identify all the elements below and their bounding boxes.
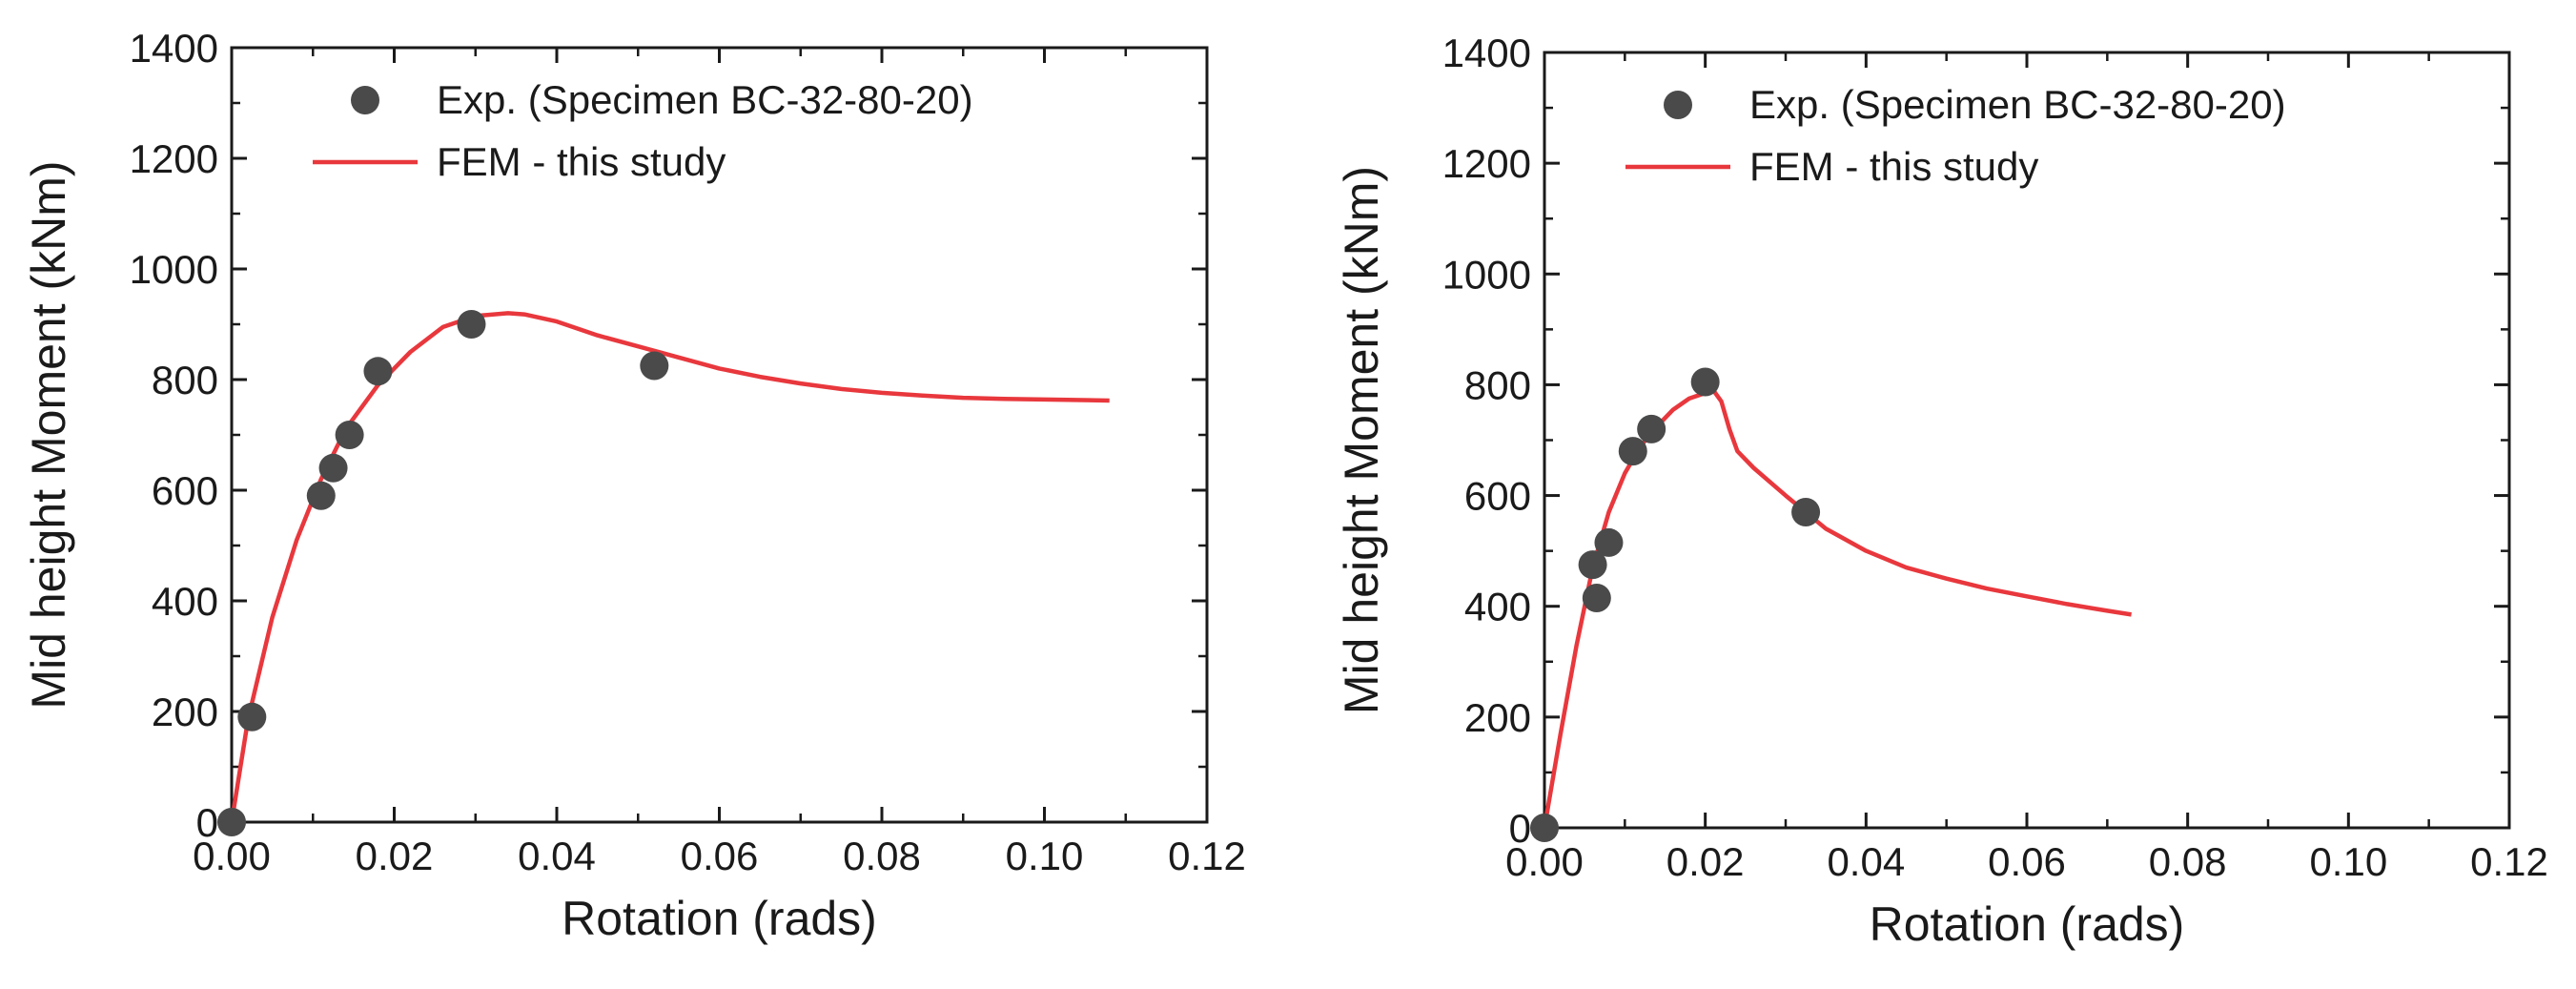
y-axis-title: Mid height Moment (kNm): [1335, 166, 1388, 714]
y-tick-label: 200: [152, 690, 218, 734]
y-tick-label: 0: [196, 800, 218, 845]
x-tick-label: 0.10: [2309, 839, 2387, 884]
y-tick-label: 800: [152, 358, 218, 402]
left-chart: 0.00 0.02 0.04 0.06 0.08 0.10 0.12 0 200 400 600 80…: [22, 26, 1246, 945]
experimental-data-point: [335, 421, 364, 449]
x-axis-title: Rotation (rads): [1870, 897, 2185, 951]
experimental-data-point: [640, 351, 669, 381]
y-tick-label: 1000: [1442, 252, 1531, 297]
experimental-data-point: [306, 481, 336, 510]
y-tick-label: 1200: [130, 136, 218, 181]
x-tick-label: 0.04: [1827, 839, 1905, 884]
experimental-data-point: [363, 357, 393, 386]
experimental-data-point: [1637, 414, 1666, 443]
y-tick-label: 0: [1509, 806, 1531, 851]
legend-label: FEM - this study: [1749, 144, 2038, 189]
experimental-data-point: [1690, 367, 1720, 397]
experimental-data-point: [1578, 550, 1607, 580]
experimental-data-point: [1618, 437, 1647, 466]
experimental-data-point: [1530, 814, 1559, 842]
x-tick-label: 0.10: [1006, 834, 1084, 878]
y-tick-label: 600: [1464, 474, 1531, 519]
y-tick-label: 1200: [1442, 141, 1531, 186]
legend-label: Exp. (Specimen BC-32-80-20): [437, 77, 973, 122]
x-tick-label: 0.02: [356, 834, 434, 878]
legend-label: FEM - this study: [437, 139, 726, 184]
y-tick-label: 1400: [1442, 31, 1531, 75]
fem-series-line: [1542, 387, 2132, 829]
experimental-data-point: [1791, 497, 1821, 526]
y-axis-title: Mid height Moment (kNm): [22, 160, 75, 709]
fem-series-line: [229, 311, 1110, 823]
x-tick-label: 0.12: [2470, 839, 2548, 884]
x-tick-label: 0.12: [1168, 834, 1246, 878]
experimental-data-point: [1594, 527, 1624, 557]
experimental-data-point: [217, 808, 246, 836]
y-tick-label: 800: [1464, 362, 1531, 407]
x-tick-label: 0.06: [1988, 839, 2066, 884]
right-chart: 0.00 0.02 0.04 0.06 0.08 0.10 0.12 0 200 400 600 80…: [1335, 31, 2548, 951]
legend-marker-scatter: [351, 86, 379, 114]
x-tick-label: 0.08: [2149, 839, 2227, 884]
x-tick-label: 0.04: [518, 834, 596, 878]
y-tick-label: 400: [152, 579, 218, 624]
y-tick-label: 1000: [130, 247, 218, 292]
experimental-data-point: [318, 453, 348, 483]
experimental-data-point: [457, 310, 486, 339]
x-tick-label: 0.08: [843, 834, 921, 878]
y-tick-label: 400: [1464, 585, 1531, 629]
y-tick-label: 200: [1464, 695, 1531, 740]
y-tick-label: 600: [152, 468, 218, 513]
y-tick-label: 1400: [130, 26, 218, 71]
legend-label: Exp. (Specimen BC-32-80-20): [1749, 82, 2286, 127]
x-axis-title: Rotation (rads): [562, 892, 877, 945]
x-tick-label: 0.02: [1666, 839, 1745, 884]
legend-marker-scatter: [1664, 91, 1692, 119]
experimental-data-point: [1582, 584, 1611, 613]
x-tick-label: 0.00: [193, 834, 271, 878]
experimental-data-point: [237, 702, 267, 731]
x-tick-label: 0.06: [681, 834, 759, 878]
x-tick-label: 0.00: [1505, 839, 1584, 884]
